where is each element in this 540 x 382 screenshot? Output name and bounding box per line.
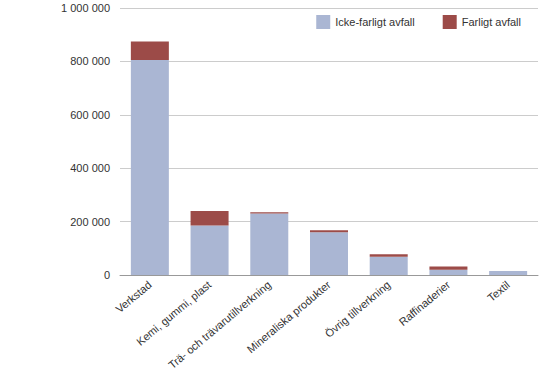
svg-text:Kemi, gummi, plast: Kemi, gummi, plast <box>134 278 214 348</box>
svg-text:Övrig tillverkning: Övrig tillverkning <box>323 278 393 339</box>
svg-text:200 000: 200 000 <box>70 216 110 228</box>
svg-text:800 000: 800 000 <box>70 55 110 67</box>
svg-text:Verkstad: Verkstad <box>113 278 154 315</box>
svg-text:Mineraliska produkter: Mineraliska produkter <box>245 278 334 355</box>
svg-text:600 000: 600 000 <box>70 109 110 121</box>
svg-text:Trä- och trävarutillverkning: Trä- och trävarutillverkning <box>166 278 273 371</box>
svg-text:Icke-farligt avfall: Icke-farligt avfall <box>335 16 414 28</box>
svg-text:400 000: 400 000 <box>70 162 110 174</box>
svg-text:Textil: Textil <box>485 278 512 303</box>
svg-text:Farligt avfall: Farligt avfall <box>462 16 521 28</box>
svg-text:Raffinaderier: Raffinaderier <box>396 278 452 328</box>
svg-text:1 000 000: 1 000 000 <box>61 2 110 14</box>
svg-text:0: 0 <box>104 269 110 281</box>
